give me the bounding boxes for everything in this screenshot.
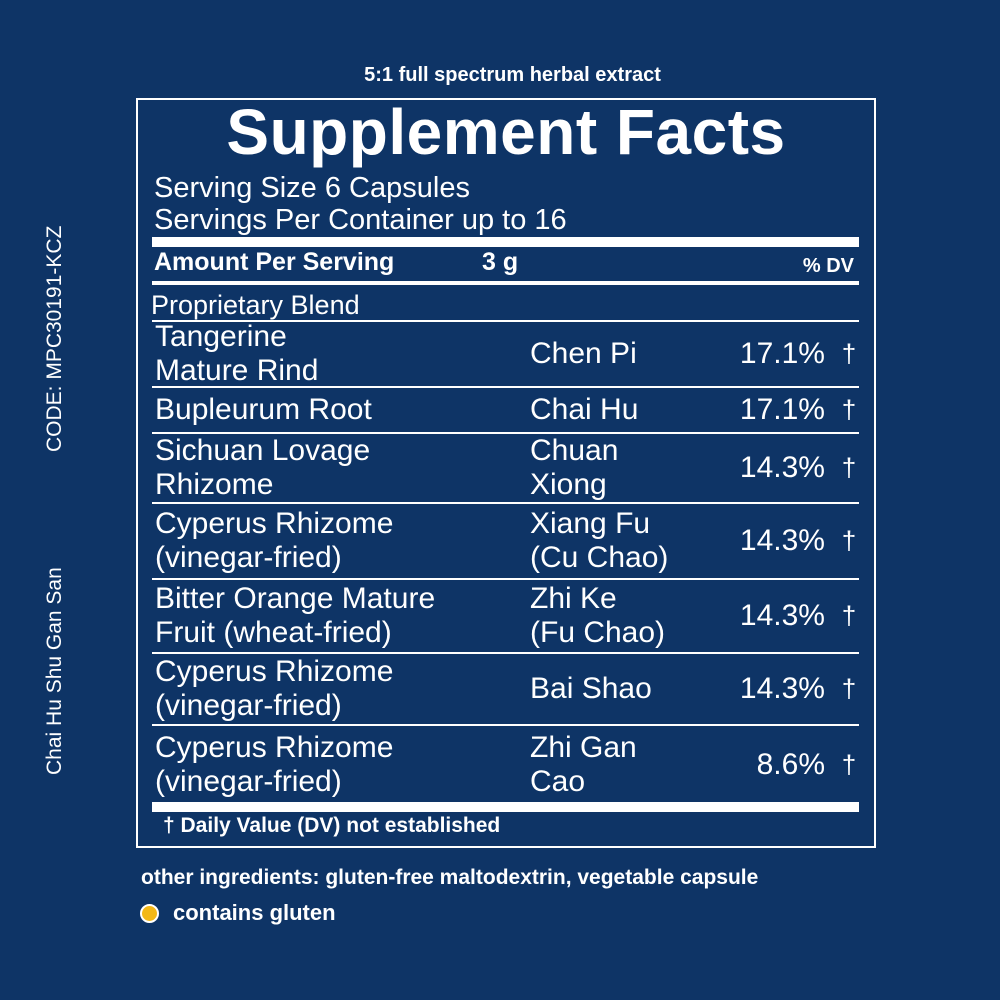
product-code: CODE: MPC30191-KCZ bbox=[43, 225, 66, 452]
gluten-notice-text: contains gluten bbox=[173, 900, 336, 925]
ingredient-row: Sichuan Lovage Rhizome Chuan Xiong 14.3% † bbox=[152, 434, 859, 504]
ingredient-percent: 17.1% bbox=[739, 393, 825, 426]
dagger-mark: † bbox=[841, 338, 857, 369]
gluten-dot-icon bbox=[140, 903, 159, 923]
divider-thin bbox=[152, 320, 859, 322]
dv-footnote: † Daily Value (DV) not established bbox=[163, 814, 501, 837]
ingredient-row: Cyperus Rhizome (vinegar-fried) Zhi Gan C… bbox=[152, 726, 859, 804]
divider-thick bbox=[152, 237, 859, 247]
divider-medium bbox=[152, 281, 859, 285]
ingredient-chinese-name: Zhi Ke (Fu Chao) bbox=[530, 582, 666, 649]
amount-per-serving-label: Amount Per Serving bbox=[154, 248, 395, 276]
amount-per-serving-value: 3 g bbox=[482, 248, 519, 276]
ingredient-name: Sichuan Lovage Rhizome bbox=[155, 434, 371, 501]
supplement-facts-panel: Supplement Facts Serving Size 6 Capsules… bbox=[136, 98, 876, 848]
dagger-mark: † bbox=[841, 394, 857, 425]
ingredient-chinese-name: Chen Pi bbox=[530, 337, 637, 370]
ingredient-chinese-name: Chai Hu bbox=[530, 393, 639, 426]
servings-per-container: Servings Per Container up to 16 bbox=[154, 204, 567, 236]
proprietary-blend-label: Proprietary Blend bbox=[151, 290, 360, 320]
ingredient-percent: 14.3% bbox=[739, 672, 825, 705]
ingredient-chinese-name: Chuan Xiong bbox=[530, 434, 619, 501]
dagger-mark: † bbox=[841, 452, 857, 483]
ingredient-percent: 14.3% bbox=[739, 524, 825, 557]
gluten-notice: contains gluten bbox=[140, 900, 336, 926]
dagger-mark: † bbox=[841, 673, 857, 704]
dagger-mark: † bbox=[841, 525, 857, 556]
dagger-mark: † bbox=[841, 600, 857, 631]
other-ingredients: other ingredients: gluten-free maltodext… bbox=[141, 866, 759, 889]
ingredient-name: Cyperus Rhizome (vinegar-fried) bbox=[155, 731, 394, 798]
ingredient-chinese-name: Bai Shao bbox=[530, 672, 652, 705]
dagger-mark: † bbox=[841, 749, 857, 780]
product-name: Chai Hu Shu Gan San bbox=[43, 567, 66, 775]
ingredient-name: Tangerine Mature Rind bbox=[155, 320, 319, 387]
facts-title: Supplement Facts bbox=[226, 96, 786, 168]
daily-value-header: % DV bbox=[802, 255, 854, 277]
ingredient-row: Bitter Orange Mature Fruit (wheat-fried)… bbox=[152, 580, 859, 654]
divider-thick-bottom bbox=[152, 802, 859, 812]
ingredient-chinese-name: Xiang Fu (Cu Chao) bbox=[530, 507, 669, 574]
ingredient-chinese-name: Zhi Gan Cao bbox=[530, 731, 637, 798]
ingredient-percent: 14.3% bbox=[739, 599, 825, 632]
serving-size: Serving Size 6 Capsules bbox=[154, 172, 470, 204]
ingredient-row: Tangerine Mature Rind Chen Pi 17.1% † bbox=[152, 320, 859, 388]
ingredient-name: Cyperus Rhizome (vinegar-fried) bbox=[155, 655, 394, 722]
ingredient-name: Cyperus Rhizome (vinegar-fried) bbox=[155, 507, 394, 574]
ingredient-percent: 14.3% bbox=[739, 451, 825, 484]
ingredient-percent: 8.6% bbox=[756, 748, 825, 781]
ingredient-name: Bupleurum Root bbox=[155, 393, 372, 426]
ingredient-row: Cyperus Rhizome (vinegar-fried) Bai Shao 1… bbox=[152, 654, 859, 726]
ingredient-list: Tangerine Mature Rind Chen Pi 17.1% † Bupleu… bbox=[152, 320, 859, 804]
ingredient-percent: 17.1% bbox=[739, 337, 825, 370]
ingredient-row: Bupleurum Root Chai Hu 17.1% † bbox=[152, 388, 859, 434]
ingredient-name: Bitter Orange Mature Fruit (wheat-fried) bbox=[155, 582, 436, 649]
ingredient-row: Cyperus Rhizome (vinegar-fried) Xiang Fu … bbox=[152, 504, 859, 580]
extract-note: 5:1 full spectrum herbal extract bbox=[364, 64, 661, 86]
